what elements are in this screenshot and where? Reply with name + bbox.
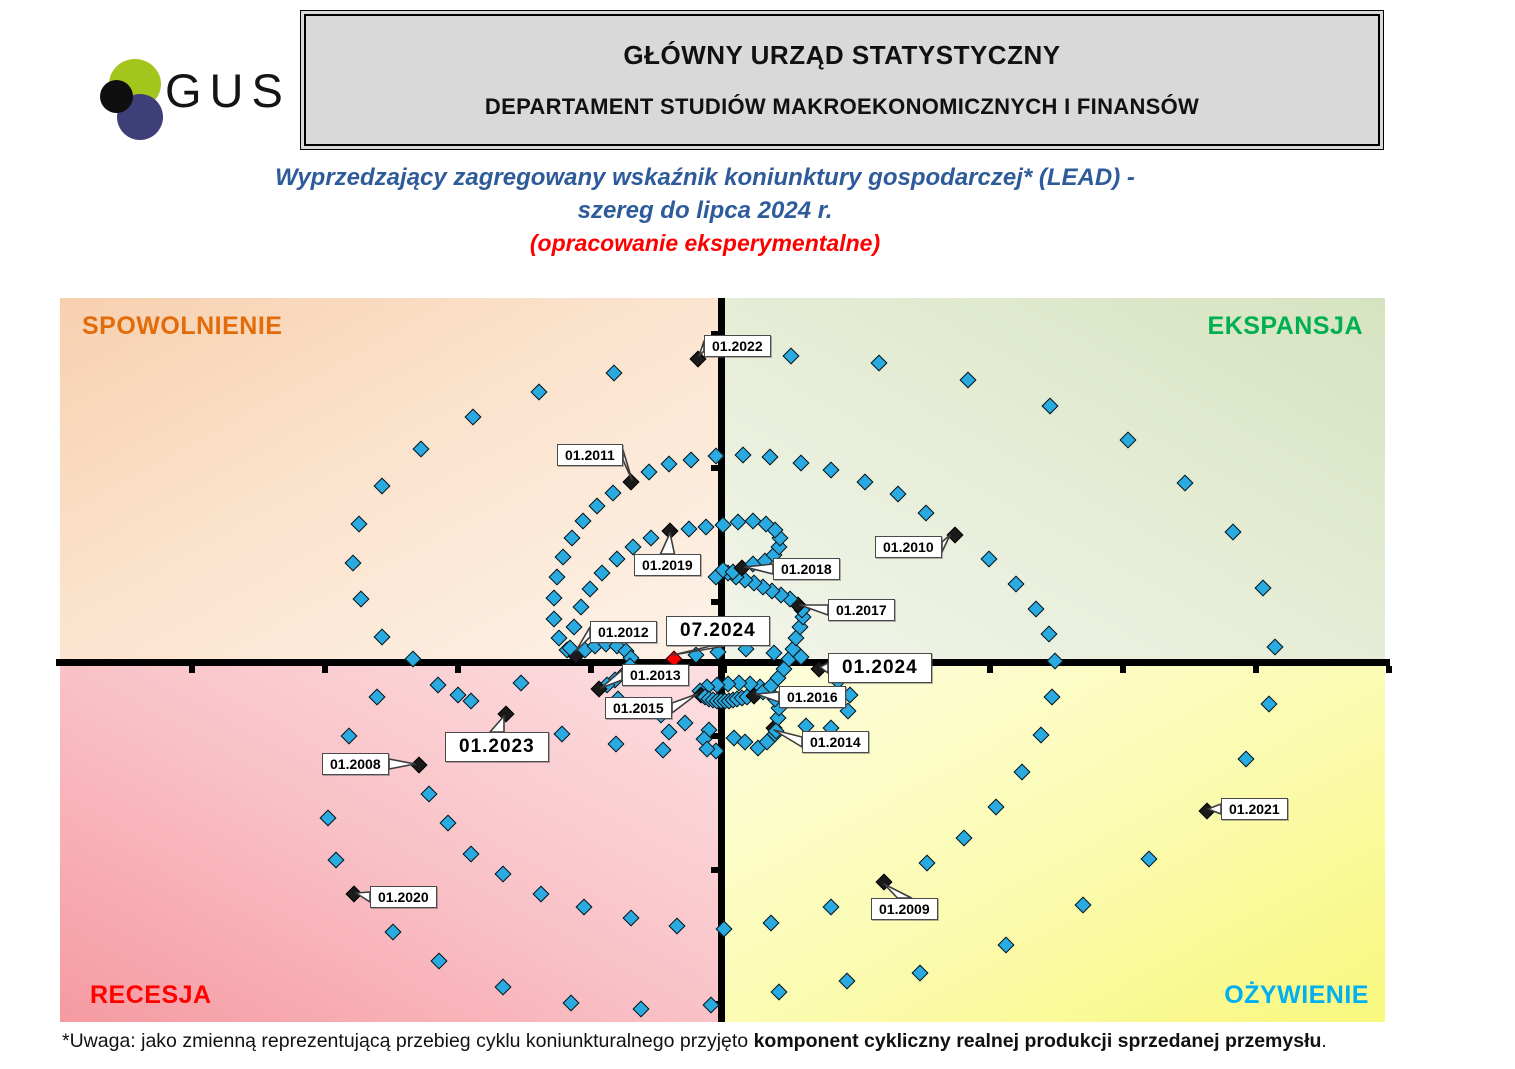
callout-01-2016: 01.2016 (779, 686, 846, 708)
header-box: GŁÓWNY URZĄD STATYSTYCZNY DEPARTAMENT ST… (300, 10, 1384, 150)
callout-01-2014: 01.2014 (802, 731, 869, 753)
y-axis (718, 298, 725, 1022)
callout-01-2018: 01.2018 (773, 558, 840, 580)
callout-01-2012: 01.2012 (590, 621, 657, 643)
footnote: *Uwaga: jako zmienną reprezentującą prze… (62, 1030, 1462, 1053)
y-axis-tick (711, 331, 718, 337)
quadrant-label-spowolnienie: SPOWOLNIENIE (82, 312, 283, 340)
callout-01-2009: 01.2009 (871, 898, 938, 920)
callout-01-2015: 01.2015 (605, 697, 672, 719)
gus-logo: GUS (85, 33, 283, 143)
quadrant-label-recesja: RECESJA (90, 981, 212, 1009)
quadrant-spowolnienie: SPOWOLNIENIE (60, 298, 722, 663)
callout-01-2008: 01.2008 (322, 753, 389, 775)
x-axis-tick (322, 666, 328, 673)
quadrant-label-ozywienie: OŻYWIENIE (1224, 981, 1369, 1009)
footnote-normal: *Uwaga: jako zmienną reprezentującą prze… (62, 1030, 754, 1052)
chart-title-line1: Wyprzedzający zagregowany wskaźnik koniu… (275, 164, 1135, 191)
x-axis-tick (721, 666, 727, 673)
callout-01-2011: 01.2011 (557, 444, 623, 466)
logo-text: GUS (165, 64, 291, 117)
quadrant-ekspansja: EKSPANSJA (722, 298, 1385, 663)
chart-title-line2: szereg do lipca 2024 r. (577, 197, 833, 224)
x-axis-tick (588, 666, 594, 673)
x-axis-tick (987, 666, 993, 673)
x-axis-tick (1253, 666, 1259, 673)
y-axis-tick (711, 599, 718, 605)
callout-07-2024: 07.2024 (666, 616, 770, 646)
quadrant-label-ekspansja: EKSPANSJA (1207, 312, 1363, 340)
callout-01-2022: 01.2022 (704, 335, 771, 357)
header-inner: GŁÓWNY URZĄD STATYSTYCZNY DEPARTAMENT ST… (304, 14, 1380, 146)
x-axis-tick (1120, 666, 1126, 673)
quadrant-recesja: RECESJA (60, 663, 722, 1022)
callout-01-2019: 01.2019 (634, 554, 701, 576)
plot-area: SPOWOLNIENIE EKSPANSJA RECESJA OŻYWIENIE… (56, 298, 1392, 1022)
institution-title: GŁÓWNY URZĄD STATYSTYCZNY (623, 39, 1061, 70)
callout-01-2023: 01.2023 (445, 732, 549, 762)
y-axis-tick (711, 465, 718, 471)
callout-01-2024: 01.2024 (828, 653, 932, 683)
x-axis-tick (189, 666, 195, 673)
y-axis-tick (711, 733, 718, 739)
quadrant-ozywienie: OŻYWIENIE (722, 663, 1385, 1022)
x-axis-tick (455, 666, 461, 673)
footnote-period: . (1321, 1030, 1327, 1052)
footnote-bold: komponent cykliczny realnej produkcji sp… (753, 1030, 1322, 1052)
x-axis-tick (1386, 666, 1392, 673)
callout-01-2010: 01.2010 (875, 536, 942, 558)
department-subtitle: DEPARTAMENT STUDIÓW MAKROEKONOMICZNYCH I… (484, 94, 1200, 120)
callout-01-2013: 01.2013 (622, 664, 689, 686)
chart-title-line3: (opracowanie eksperymentalne) (529, 230, 881, 256)
callout-01-2020: 01.2020 (370, 886, 437, 908)
logo-black-circle-icon (100, 80, 133, 113)
callout-01-2017: 01.2017 (828, 599, 895, 621)
callout-01-2021: 01.2021 (1221, 798, 1288, 820)
y-axis-tick (711, 867, 718, 873)
chart-title-block: Wyprzedzający zagregowany wskaźnik koniu… (60, 161, 1350, 260)
